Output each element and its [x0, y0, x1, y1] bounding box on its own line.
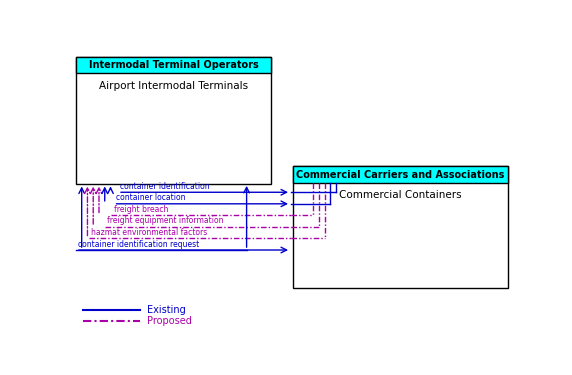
Bar [76, 57, 271, 73]
Text: Commercial Carriers and Associations: Commercial Carriers and Associations [296, 170, 505, 180]
Bar [293, 166, 508, 183]
Text: hazmat environmental factors: hazmat environmental factors [92, 228, 208, 237]
Text: Airport Intermodal Terminals: Airport Intermodal Terminals [99, 81, 248, 90]
Text: Intermodal Terminal Operators: Intermodal Terminal Operators [89, 60, 259, 70]
Bar [293, 166, 508, 288]
Text: freight equipment information: freight equipment information [107, 216, 224, 225]
Text: container location: container location [116, 194, 185, 202]
Text: freight breach: freight breach [114, 205, 168, 214]
Bar [76, 57, 271, 184]
Text: Commercial Containers: Commercial Containers [339, 190, 462, 200]
Text: Existing: Existing [147, 305, 185, 315]
Text: container identification: container identification [120, 182, 210, 191]
Text: Proposed: Proposed [147, 316, 192, 326]
Text: container identification request: container identification request [78, 240, 200, 249]
